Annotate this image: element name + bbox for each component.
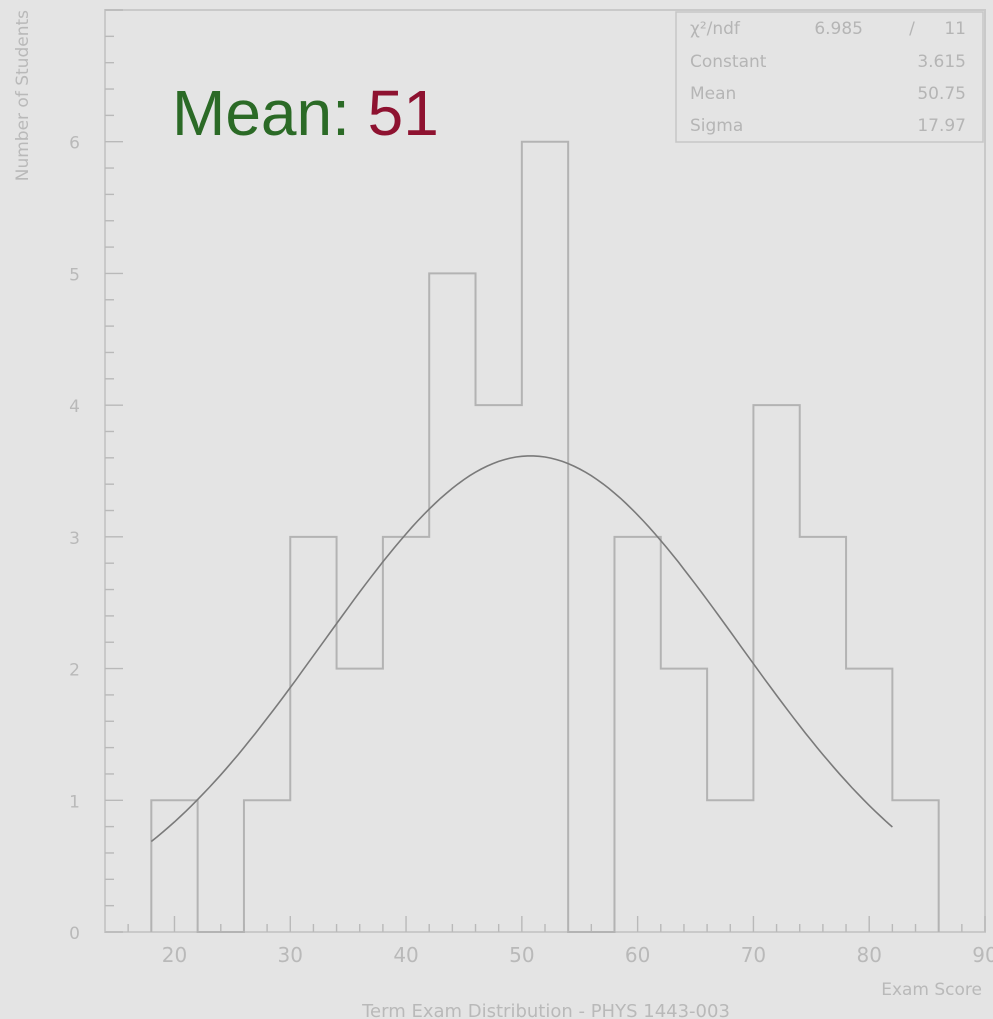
stats-mean-label: Mean	[690, 84, 736, 104]
histogram-bin	[383, 537, 429, 932]
x-tick-label: 60	[625, 943, 650, 967]
axes: 20 30 40 50 60 70 80 90 0 1 2 3 4 5 6	[69, 9, 993, 967]
histogram-bin	[753, 405, 799, 932]
y-tick-label: 6	[69, 134, 80, 154]
x-tick-label: 80	[856, 943, 881, 967]
histogram-bin	[337, 669, 383, 932]
stats-box-frame	[675, 11, 984, 143]
histogram-bin	[892, 800, 938, 932]
x-tick-label: 20	[162, 943, 187, 967]
histogram-bin	[846, 669, 892, 932]
histogram-bin	[614, 537, 660, 932]
histogram-bin	[429, 273, 475, 932]
histogram-bin	[476, 405, 522, 932]
stats-box: χ²/ndf 6.985 / 11 Constant 3.615 Mean 50…	[675, 11, 984, 143]
histogram-bin	[522, 142, 568, 932]
stats-constant-label: Constant	[690, 52, 767, 72]
histogram-bin	[151, 800, 197, 932]
y-tick-label: 1	[69, 792, 80, 812]
x-axis-label: Exam Score	[881, 980, 982, 1000]
histogram-bin	[661, 669, 707, 932]
histogram-outline	[150, 140, 940, 933]
stats-chi2-sep: /	[909, 19, 915, 39]
y-axis-label: Number of Students	[13, 10, 33, 181]
x-tick-label: 30	[278, 943, 303, 967]
histogram-bin	[707, 800, 753, 932]
y-tick-label: 2	[69, 661, 80, 681]
y-tick-label: 5	[69, 265, 80, 285]
stats-mean-value: 50.75	[917, 84, 966, 104]
chart-title: Term Exam Distribution - PHYS 1443-003	[361, 1001, 730, 1019]
y-tick-label: 4	[69, 397, 80, 417]
x-tick-label: 70	[741, 943, 766, 967]
stats-sigma-value: 17.97	[917, 116, 966, 136]
gaussian-fit-curve	[150, 455, 893, 843]
x-tick-label: 50	[509, 943, 534, 967]
stats-chi2-value: 6.985	[814, 19, 863, 39]
stats-sigma-label: Sigma	[690, 116, 743, 136]
histogram-bin	[290, 537, 336, 932]
x-tick-label: 90	[972, 943, 993, 967]
histogram-bin	[244, 800, 290, 932]
annotation-mean-value: 51	[368, 77, 439, 149]
y-tick-label: 0	[69, 924, 80, 944]
annotation-mean-label: Mean:	[172, 77, 368, 149]
stats-constant-value: 3.615	[917, 52, 966, 72]
stats-chi2-ndf: 11	[944, 19, 966, 39]
x-tick-label: 40	[393, 943, 418, 967]
annotation-mean: Mean: 51	[172, 77, 439, 149]
stats-chi2-label: χ²/ndf	[690, 19, 741, 39]
y-tick-label: 3	[69, 529, 80, 549]
